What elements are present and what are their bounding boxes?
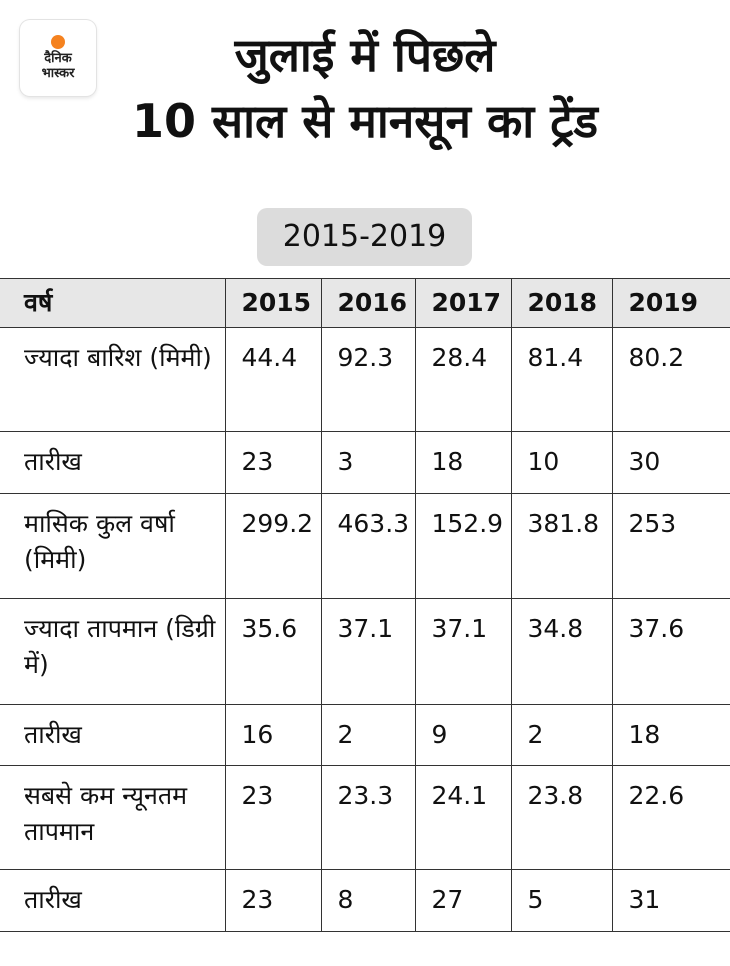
header-cell: 2017 bbox=[414, 278, 512, 328]
table-cell: 37.6 bbox=[611, 598, 730, 705]
table-row: सबसे कम न्यूनतम तापमान 23 23.3 24.1 23.8… bbox=[0, 765, 730, 870]
title-line-2: 10 साल से मानसून का ट्रेंड bbox=[132, 94, 598, 148]
row-label: तारीख bbox=[0, 869, 226, 932]
table-row: ज्यादा बारिश (मिमी) 44.4 92.3 28.4 81.4 … bbox=[0, 327, 730, 432]
table-row: तारीख 23 3 18 10 30 bbox=[0, 431, 730, 494]
table-cell: 3 bbox=[320, 431, 416, 494]
table-cell: 2 bbox=[320, 704, 416, 766]
table-cell: 9 bbox=[414, 704, 512, 766]
table-cell: 299.2 bbox=[224, 493, 322, 599]
logo-line-1: दैनिक bbox=[44, 51, 72, 66]
table-cell: 463.3 bbox=[320, 493, 416, 599]
table-cell: 253 bbox=[611, 493, 730, 599]
table-cell: 37.1 bbox=[320, 598, 416, 705]
title-line-1: जुलाई में पिछले bbox=[234, 28, 496, 82]
table-cell: 24.1 bbox=[414, 765, 512, 870]
row-label: ज्यादा तापमान (डिग्री में) bbox=[0, 598, 226, 705]
logo-line-2: भास्कर bbox=[41, 66, 75, 81]
header-cell: 2018 bbox=[510, 278, 613, 328]
table-cell: 44.4 bbox=[224, 327, 322, 432]
table-row: ज्यादा तापमान (डिग्री में) 35.6 37.1 37.… bbox=[0, 598, 730, 705]
table-cell: 5 bbox=[510, 869, 613, 932]
table-cell: 92.3 bbox=[320, 327, 416, 432]
header-cell: वर्ष bbox=[0, 278, 226, 328]
table-cell: 381.8 bbox=[510, 493, 613, 599]
table-cell: 35.6 bbox=[224, 598, 322, 705]
table-cell: 10 bbox=[510, 431, 613, 494]
row-label: मासिक कुल वर्षा (मिमी) bbox=[0, 493, 226, 599]
table-cell: 8 bbox=[320, 869, 416, 932]
table-cell: 37.1 bbox=[414, 598, 512, 705]
table-cell: 18 bbox=[611, 704, 730, 766]
table-cell: 34.8 bbox=[510, 598, 613, 705]
header-cell: 2019 bbox=[611, 278, 730, 328]
row-label: ज्यादा बारिश (मिमी) bbox=[0, 327, 226, 432]
table-cell: 2 bbox=[510, 704, 613, 766]
year-range-badge: 2015-2019 bbox=[257, 208, 472, 266]
table-cell: 18 bbox=[414, 431, 512, 494]
header-cell: 2016 bbox=[320, 278, 416, 328]
table-row: मासिक कुल वर्षा (मिमी) 299.2 463.3 152.9… bbox=[0, 493, 730, 599]
header-cell: 2015 bbox=[224, 278, 322, 328]
table-cell: 23 bbox=[224, 765, 322, 870]
brand-logo: दैनिक भास्कर bbox=[20, 20, 96, 96]
table-cell: 80.2 bbox=[611, 327, 730, 432]
table-cell: 16 bbox=[224, 704, 322, 766]
page-title: जुलाई में पिछले 10 साल से मानसून का ट्रे… bbox=[0, 22, 730, 154]
table-cell: 31 bbox=[611, 869, 730, 932]
header-row: वर्ष 2015 2016 2017 2018 2019 bbox=[0, 278, 730, 328]
row-label: सबसे कम न्यूनतम तापमान bbox=[0, 765, 226, 870]
table-cell: 23.8 bbox=[510, 765, 613, 870]
table-cell: 30 bbox=[611, 431, 730, 494]
table-cell: 152.9 bbox=[414, 493, 512, 599]
table-cell: 22.6 bbox=[611, 765, 730, 870]
row-label: तारीख bbox=[0, 431, 226, 494]
table-row: तारीख 16 2 9 2 18 bbox=[0, 704, 730, 766]
table-cell: 81.4 bbox=[510, 327, 613, 432]
table-row: तारीख 23 8 27 5 31 bbox=[0, 869, 730, 932]
table-cell: 23 bbox=[224, 869, 322, 932]
table-cell: 23.3 bbox=[320, 765, 416, 870]
sun-icon bbox=[51, 35, 65, 49]
monsoon-table: वर्ष 2015 2016 2017 2018 2019 ज्यादा बार… bbox=[0, 278, 730, 932]
row-label: तारीख bbox=[0, 704, 226, 766]
table-cell: 23 bbox=[224, 431, 322, 494]
table-cell: 27 bbox=[414, 869, 512, 932]
table-cell: 28.4 bbox=[414, 327, 512, 432]
